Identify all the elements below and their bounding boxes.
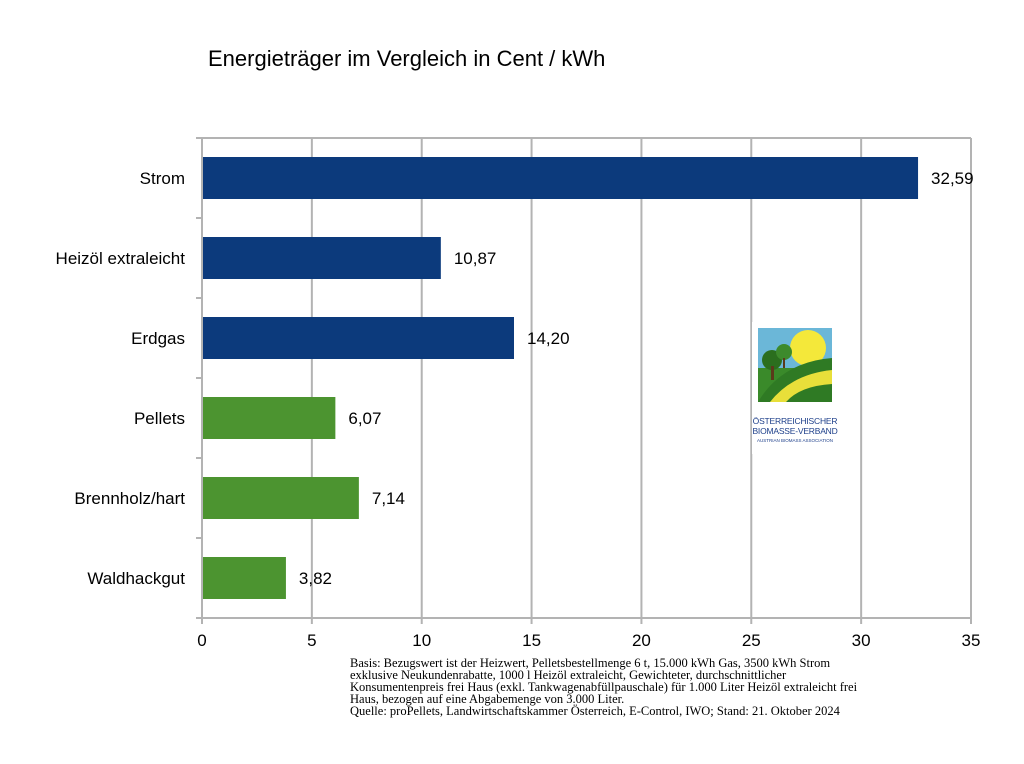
bar	[202, 477, 359, 519]
x-tick-label: 5	[307, 631, 316, 650]
bar	[202, 397, 336, 439]
chart-title: Energieträger im Vergleich in Cent / kWh	[208, 46, 606, 71]
chart-footnote: Basis: Bezugswert ist der Heizwert, Pell…	[350, 656, 1010, 718]
value-label: 7,14	[372, 489, 405, 508]
labels: Strom 32,59 Heizöl extraleicht 10,87 Erdgas 1…	[56, 169, 981, 650]
category-label: Brennholz/hart	[74, 489, 185, 508]
biomasse-verband-logo: Österreichischer Biomasse-Verband Austri…	[752, 322, 838, 454]
value-label: 6,07	[348, 409, 381, 428]
value-label: 32,59	[931, 169, 974, 188]
x-tick-label: 25	[742, 631, 761, 650]
bar	[202, 557, 286, 599]
bar	[202, 237, 441, 279]
logo-text-line3: Austrian Biomass Association	[757, 438, 833, 443]
x-tick-label: 10	[412, 631, 431, 650]
category-label: Strom	[140, 169, 185, 188]
value-label: 14,20	[527, 329, 570, 348]
footnote-line: Konsumentenpreis frei Haus (exkl. Tankwa…	[350, 680, 858, 694]
category-label: Heizöl extraleicht	[56, 249, 186, 268]
value-label: 3,82	[299, 569, 332, 588]
x-tick-label: 0	[197, 631, 206, 650]
x-tick-label: 30	[852, 631, 871, 650]
bar	[202, 157, 919, 199]
footnote-line: Quelle: proPellets, Landwirtschaftskamme…	[350, 704, 840, 718]
category-label: Pellets	[134, 409, 185, 428]
x-tick-label: 20	[632, 631, 651, 650]
axes	[196, 137, 972, 624]
bar-chart: Strom 32,59 Heizöl extraleicht 10,87 Erdgas 1…	[56, 137, 981, 650]
x-tick-label: 35	[962, 631, 981, 650]
bars	[202, 157, 919, 599]
category-label: Waldhackgut	[87, 569, 185, 588]
value-label: 10,87	[454, 249, 497, 268]
x-tick-label: 15	[522, 631, 541, 650]
logo-text-line1: Österreichischer	[752, 416, 838, 426]
category-label: Erdgas	[131, 329, 185, 348]
footnote-line: Basis: Bezugswert ist der Heizwert, Pell…	[350, 656, 831, 670]
footnote-line: exklusive Neukundenrabatte, 1000 l Heizö…	[350, 668, 787, 682]
bar	[202, 317, 514, 359]
logo-text-line2: Biomasse-Verband	[752, 426, 838, 436]
landscape-sun-icon	[758, 328, 832, 402]
gridlines	[202, 137, 972, 618]
footnote-line: Haus, bezogen auf eine Abgabemenge von 3…	[350, 692, 625, 706]
